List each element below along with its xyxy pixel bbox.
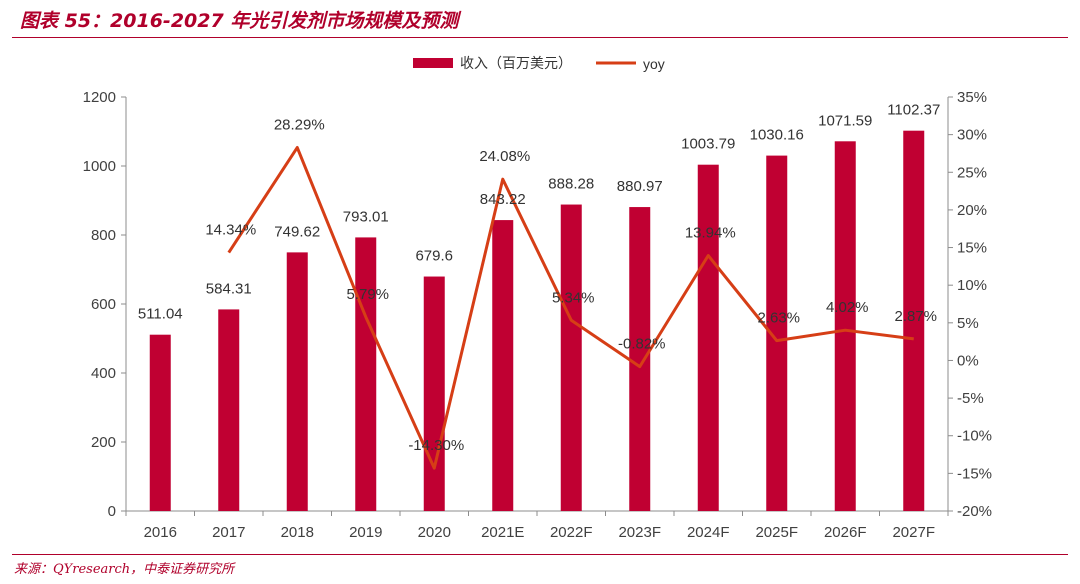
right-tick-label: 10% bbox=[957, 277, 987, 294]
yoy-value-label: 13.94% bbox=[685, 225, 736, 242]
right-tick-label: -20% bbox=[957, 503, 992, 520]
bar bbox=[423, 276, 445, 511]
left-tick-label: 400 bbox=[91, 365, 116, 382]
right-tick-label: 30% bbox=[957, 127, 987, 144]
yoy-value-label: 5.79% bbox=[346, 286, 389, 303]
bar-value-label: 1071.59 bbox=[818, 112, 872, 129]
x-tick-label: 2017 bbox=[212, 524, 245, 541]
bar-value-label: 1003.79 bbox=[681, 136, 735, 153]
right-tick-label: 5% bbox=[957, 315, 979, 332]
legend-line-label: yoy bbox=[643, 56, 665, 72]
left-tick-label: 200 bbox=[91, 434, 116, 451]
yoy-value-label: -0.82% bbox=[618, 336, 666, 353]
bar bbox=[903, 130, 925, 511]
bar bbox=[560, 204, 582, 511]
bar bbox=[492, 220, 514, 511]
x-tick-label: 2025F bbox=[755, 524, 798, 541]
right-tick-label: 0% bbox=[957, 352, 979, 369]
left-tick-label: 800 bbox=[91, 227, 116, 244]
chart-title: 图表 55：2016-2027 年光引发剂市场规模及预测 bbox=[20, 10, 459, 32]
yoy-line bbox=[227, 146, 914, 470]
bar-value-label: 1102.37 bbox=[887, 102, 940, 119]
left-tick-label: 1000 bbox=[83, 158, 116, 175]
bar bbox=[834, 141, 856, 511]
bar bbox=[766, 155, 788, 512]
legend-bar-swatch bbox=[413, 58, 453, 68]
bar-value-label: 584.31 bbox=[206, 280, 252, 297]
right-tick-label: -5% bbox=[957, 390, 984, 407]
right-tick-label: -15% bbox=[957, 465, 992, 482]
x-tick-label: 2024F bbox=[687, 524, 730, 541]
bar bbox=[149, 334, 171, 511]
x-tick-label: 2022F bbox=[550, 524, 593, 541]
left-tick-label: 600 bbox=[91, 296, 116, 313]
bar-value-label: 1030.16 bbox=[750, 127, 804, 144]
yoy-value-label: 2.63% bbox=[757, 310, 800, 327]
yoy-value-label: 5.34% bbox=[552, 289, 595, 306]
yoy-value-label: -14.30% bbox=[408, 437, 464, 454]
yoy-value-label: 14.34% bbox=[205, 222, 256, 239]
bar-value-label: 793.01 bbox=[343, 208, 389, 225]
right-tick-label: 15% bbox=[957, 240, 987, 257]
x-tick-label: 2019 bbox=[349, 524, 382, 541]
right-tick-label: -10% bbox=[957, 428, 992, 445]
right-tick-label: 35% bbox=[957, 89, 987, 106]
bar-value-label: 843.22 bbox=[480, 191, 526, 208]
legend-bar-label: 收入（百万美元） bbox=[460, 55, 572, 71]
bar bbox=[355, 237, 377, 511]
x-tick-label: 2023F bbox=[618, 524, 661, 541]
yoy-value-label: 28.29% bbox=[274, 117, 325, 134]
bar bbox=[286, 252, 308, 511]
yoy-value-label: 4.02% bbox=[826, 299, 869, 316]
right-tick-label: 25% bbox=[957, 164, 987, 181]
bar bbox=[697, 164, 719, 511]
x-tick-label: 2018 bbox=[281, 524, 314, 541]
x-tick-label: 2026F bbox=[824, 524, 867, 541]
bar-value-label: 880.97 bbox=[617, 178, 663, 195]
x-tick-label: 2020 bbox=[418, 524, 451, 541]
right-tick-label: 20% bbox=[957, 202, 987, 219]
bar-value-label: 888.28 bbox=[548, 176, 594, 193]
source-note: 来源：QYresearch，中泰证券研究所 bbox=[14, 562, 235, 577]
x-tick-label: 2016 bbox=[144, 524, 177, 541]
bar-value-label: 511.04 bbox=[138, 306, 183, 323]
left-tick-label: 0 bbox=[108, 503, 116, 520]
x-tick-label: 2027F bbox=[892, 524, 935, 541]
bar-value-label: 749.62 bbox=[274, 223, 320, 240]
chart: 0 200 400 600 800 1000 1200 -20% -15% -10% -5% 0% 5%… bbox=[83, 55, 992, 541]
yoy-value-label: 24.08% bbox=[479, 148, 530, 165]
title-divider bbox=[12, 37, 1068, 38]
yoy-value-label: 2.87% bbox=[894, 308, 937, 325]
footer-divider bbox=[12, 554, 1068, 555]
bar bbox=[218, 309, 240, 511]
bar-value-label: 679.6 bbox=[415, 248, 453, 265]
left-tick-label: 1200 bbox=[83, 89, 116, 106]
bar bbox=[629, 207, 651, 511]
x-tick-label: 2021E bbox=[481, 524, 524, 541]
